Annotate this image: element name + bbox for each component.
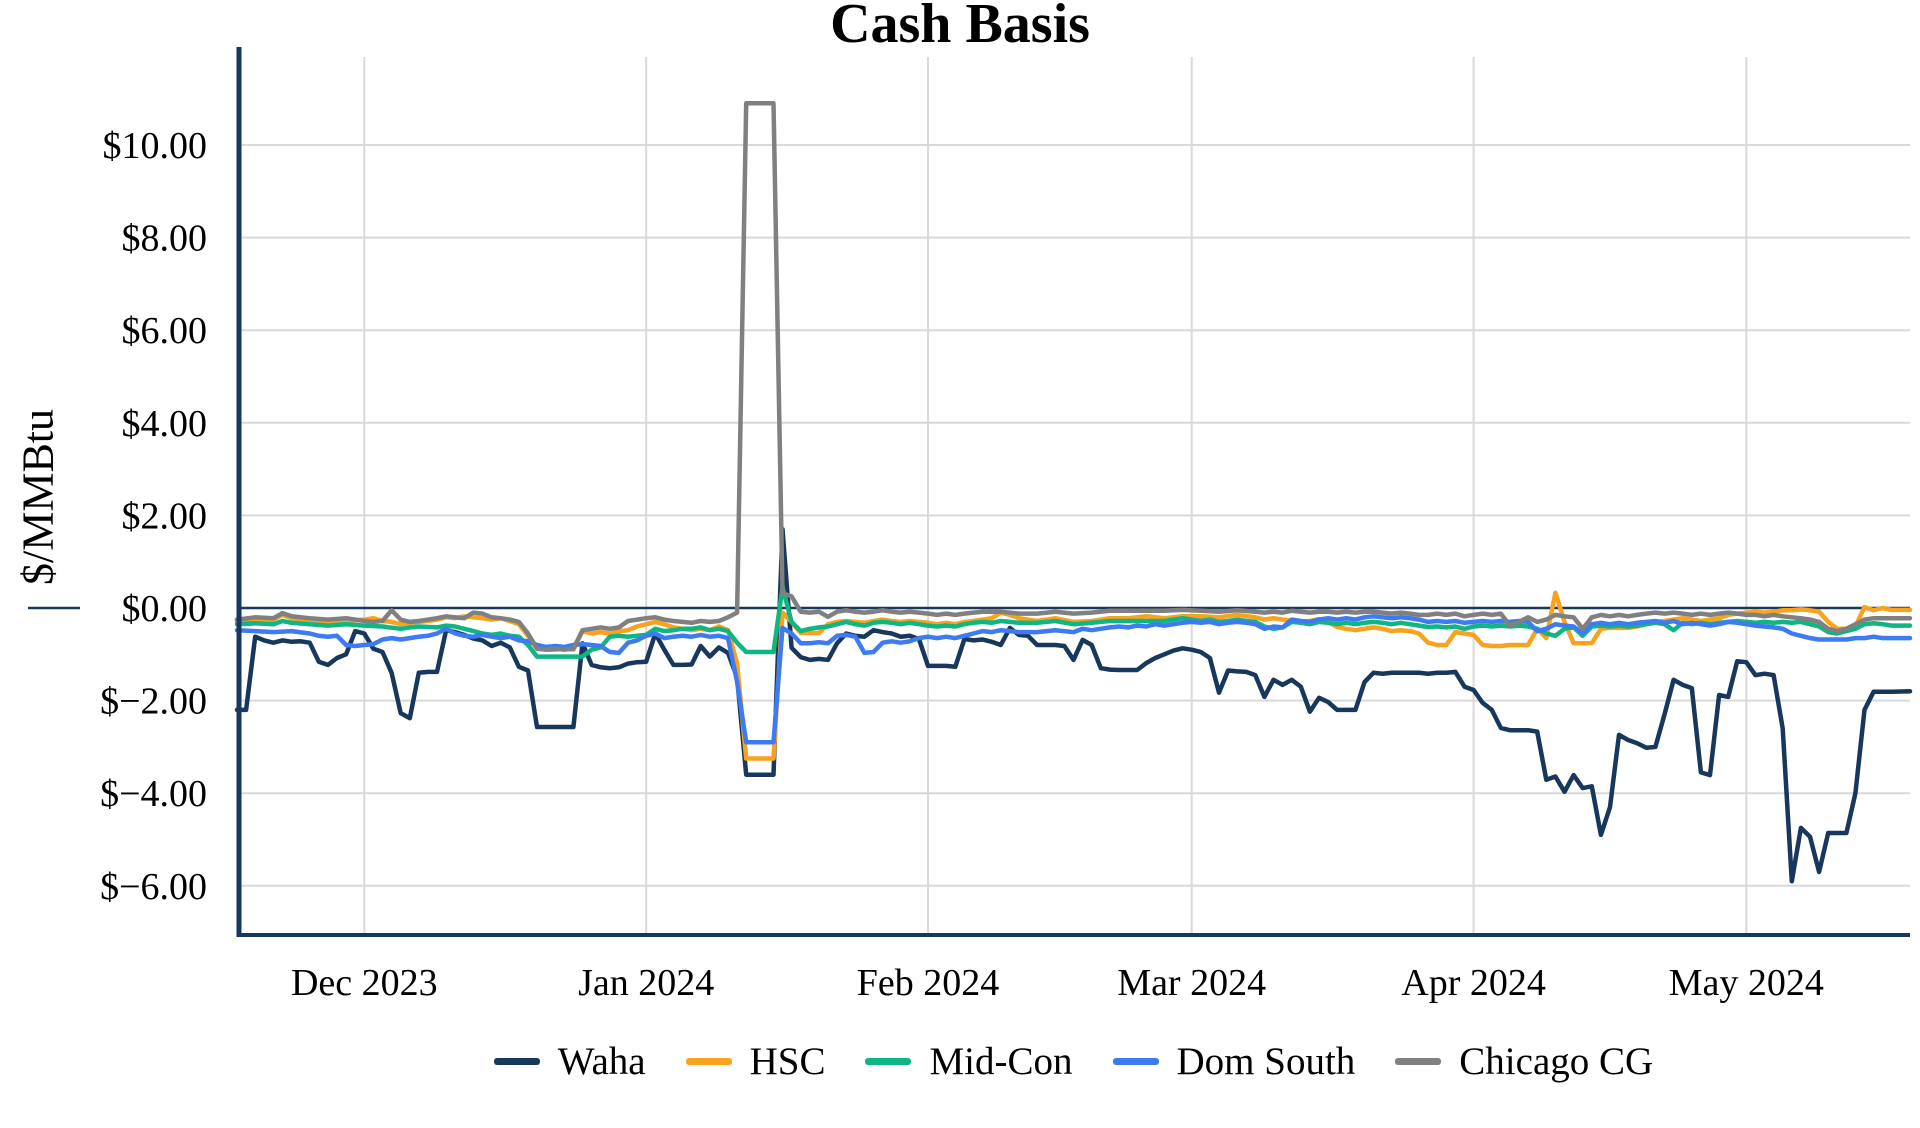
series-line-chicago-cg	[234, 101, 1913, 652]
series-line-dom-south	[234, 614, 1913, 745]
legend-item-chicago-cg: Chicago CG	[1395, 1042, 1653, 1081]
y-tick-label: $−4.00	[100, 773, 207, 815]
legend-label-dom-south: Dom South	[1176, 1040, 1356, 1083]
chart-title: Cash Basis	[830, 0, 1090, 55]
y-tick-label: $8.00	[122, 218, 208, 260]
legend-item-dom-south: Dom South	[1112, 1040, 1356, 1083]
series-lines	[234, 101, 1913, 884]
legend-item-waha: Waha	[493, 1040, 646, 1083]
legend-swatch-hsc	[685, 1058, 732, 1065]
series-line-waha	[234, 527, 1913, 884]
y-tick-label: $4.00	[122, 403, 208, 445]
y-tick-label: $6.00	[122, 310, 208, 352]
x-tick-label: Jan 2024	[578, 962, 714, 1004]
gridlines	[237, 57, 1910, 935]
legend-label-chicago-cg: Chicago CG	[1459, 1040, 1654, 1083]
x-tick-label: Apr 2024	[1401, 962, 1546, 1004]
x-tick-label: May 2024	[1669, 962, 1824, 1004]
legend-swatch-waha	[493, 1058, 540, 1065]
legend-item-mid-con: Mid-Con	[865, 1040, 1073, 1083]
legend-swatch-dom-south	[1112, 1058, 1159, 1065]
y-tick-label: $−6.00	[100, 866, 207, 908]
legend-label-mid-con: Mid-Con	[929, 1040, 1073, 1083]
legend-label-hsc: HSC	[749, 1040, 826, 1083]
legend-swatch-chicago-cg	[1395, 1058, 1442, 1065]
tick-labels: $10.00 $8.00 $6.00 $4.00 $2.00 $0.00 $−2.00 $−4…	[100, 125, 1824, 1004]
x-tick-label: Dec 2023	[291, 962, 438, 1004]
legend-swatch-mid-con	[865, 1058, 912, 1065]
y-tick-label: $0.00	[122, 588, 208, 630]
x-tick-label: Feb 2024	[857, 962, 1000, 1004]
legend-label-waha: Waha	[557, 1040, 646, 1083]
legend-item-hsc: HSC	[685, 1040, 826, 1083]
y-tick-label: $2.00	[122, 495, 208, 537]
y-tick-label: $10.00	[103, 125, 208, 167]
legend: Waha HSC Mid-Con Dom South Chicago CG	[237, 1042, 1910, 1081]
axes	[236, 47, 1910, 937]
x-tick-label: Mar 2024	[1117, 962, 1266, 1004]
y-tick-label: $−2.00	[100, 681, 207, 723]
